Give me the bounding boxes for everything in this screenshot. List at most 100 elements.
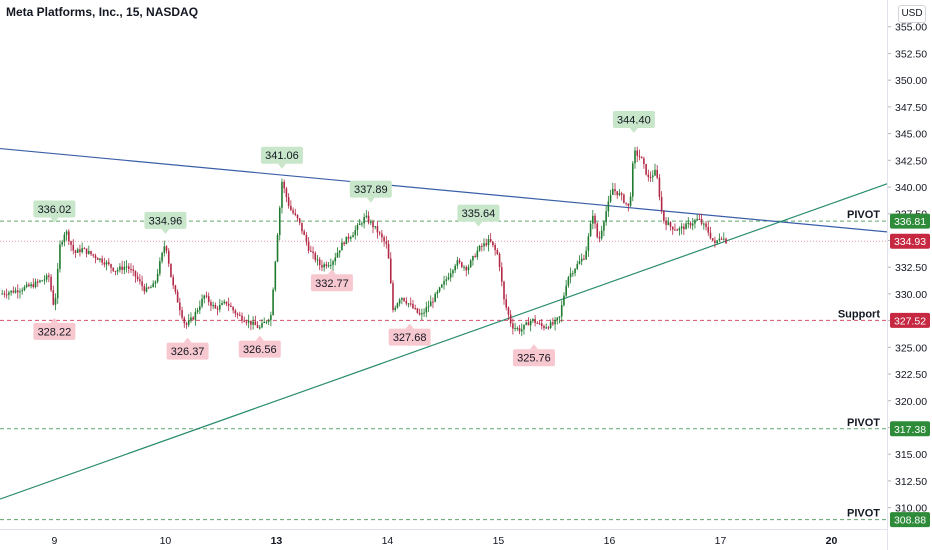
- candle-body: [423, 312, 425, 314]
- label-box: [457, 204, 500, 222]
- label-pointer: [161, 228, 170, 234]
- candle-body: [263, 321, 266, 324]
- candle-body: [685, 223, 687, 230]
- candle-body: [72, 244, 75, 251]
- candle-body: [23, 286, 26, 291]
- candle-body: [50, 276, 52, 291]
- candle-body: [507, 307, 510, 315]
- candle-body: [152, 283, 154, 288]
- y-tick-label: 332.50: [895, 262, 927, 274]
- candle-body: [494, 245, 496, 251]
- candle-body: [283, 181, 285, 189]
- candle-body: [427, 306, 430, 308]
- candle-body: [505, 299, 508, 308]
- candle-body: [48, 275, 50, 277]
- candle-body: [401, 297, 403, 300]
- candle-body: [412, 303, 414, 309]
- candle-body: [112, 267, 115, 271]
- candle-body: [698, 218, 701, 220]
- candle-body: [321, 265, 323, 268]
- candle-body: [230, 305, 232, 307]
- candle-body: [245, 321, 248, 323]
- candle-body: [603, 222, 605, 231]
- x-tick-label: 14: [382, 535, 394, 547]
- candle-body: [476, 250, 479, 258]
- badge-text: 317.38: [894, 424, 926, 436]
- candle-body: [436, 291, 439, 294]
- candle-body: [212, 304, 214, 306]
- candle-body: [667, 222, 670, 225]
- candle-body: [585, 250, 587, 260]
- candle-body: [61, 241, 63, 245]
- candle-body: [645, 163, 647, 175]
- candle-body: [623, 194, 625, 203]
- candle-body: [332, 261, 334, 265]
- candle-body: [143, 286, 146, 292]
- candle-body: [121, 266, 123, 270]
- candle-body: [438, 287, 441, 292]
- candle-body: [525, 322, 528, 325]
- candle-body: [640, 156, 643, 159]
- x-tick-label: 9: [51, 535, 57, 547]
- badge-box: [890, 512, 930, 528]
- candle-body: [707, 227, 710, 233]
- candle-body: [316, 259, 319, 261]
- candle-body: [221, 303, 223, 305]
- candle-body: [547, 327, 550, 329]
- candle-body: [278, 207, 281, 236]
- candle-body: [421, 313, 423, 315]
- candle-body: [389, 258, 392, 284]
- candle-body: [101, 258, 103, 263]
- label-pointer: [629, 127, 638, 133]
- candle-body: [456, 260, 459, 266]
- candle-body: [199, 306, 201, 311]
- candle-body: [463, 266, 465, 268]
- label-pointer: [183, 337, 192, 343]
- candle-body: [469, 260, 472, 268]
- y-tick-label: 342.50: [895, 155, 927, 167]
- candle-body: [443, 280, 445, 285]
- candle-body: [592, 215, 594, 224]
- candle-body: [187, 320, 190, 325]
- candle-body: [232, 306, 234, 311]
- candle-body: [314, 253, 317, 261]
- candle-body: [407, 303, 410, 305]
- level-price-badge: 336.81: [890, 213, 930, 229]
- candle-body: [669, 222, 672, 227]
- candle-body: [70, 241, 72, 245]
- candle-body: [110, 264, 112, 268]
- axes: 310.00312.50315.00317.50320.00322.50325.…: [51, 22, 930, 547]
- x-tick-label: 10: [160, 535, 172, 547]
- candle-body: [261, 323, 263, 328]
- candle-body: [358, 223, 361, 226]
- currency-button[interactable]: USD: [898, 5, 926, 23]
- label-box: [260, 146, 303, 164]
- candle-body: [174, 285, 177, 292]
- candle-body: [165, 246, 168, 251]
- candle-body: [483, 243, 485, 247]
- candle-body: [567, 277, 570, 286]
- candle-body: [338, 250, 341, 253]
- candle-body: [336, 252, 339, 258]
- candle-body: [65, 231, 68, 235]
- level-name: Support: [838, 308, 880, 320]
- candle-body: [294, 213, 297, 215]
- candle-body: [598, 237, 601, 239]
- candle-body: [465, 266, 468, 271]
- candle-body: [700, 218, 703, 224]
- y-tick-label: 325.00: [895, 342, 927, 354]
- candle-body: [125, 266, 128, 268]
- candle-body: [94, 255, 97, 259]
- candle-body: [147, 287, 150, 289]
- candle-body: [136, 276, 139, 280]
- candle-body: [256, 325, 259, 328]
- candle-body: [236, 313, 239, 315]
- swing-low-label: 326.37: [166, 337, 209, 360]
- candle-body: [496, 250, 499, 255]
- candle-body: [105, 262, 108, 265]
- candle-body: [705, 223, 707, 228]
- candle-body: [205, 295, 208, 297]
- candle-body: [241, 315, 243, 321]
- candle-body: [461, 262, 463, 268]
